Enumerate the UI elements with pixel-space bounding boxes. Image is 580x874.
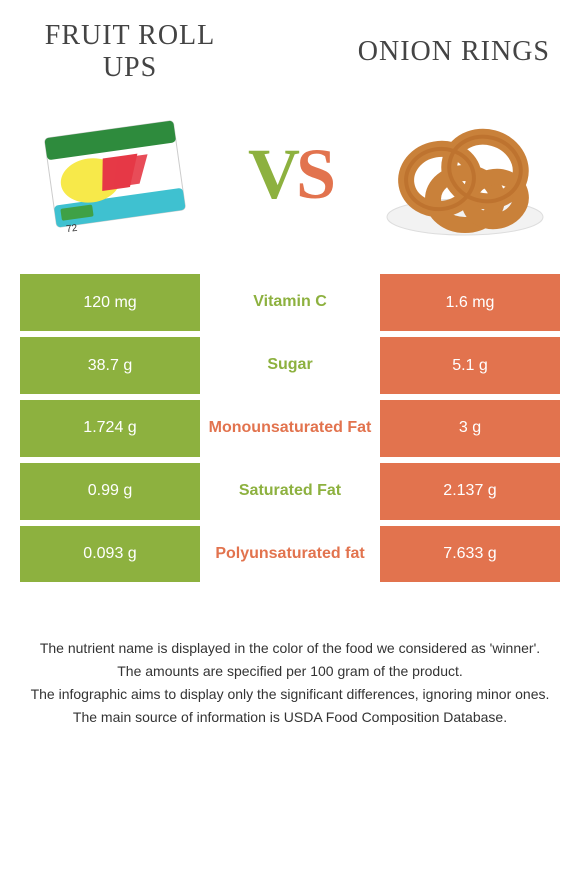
vs-s: S — [296, 134, 332, 214]
left-value: 1.724 g — [20, 400, 200, 457]
left-value: 38.7 g — [20, 337, 200, 394]
nutrient-row: 38.7 gSugar5.1 g — [20, 337, 560, 394]
right-value: 7.633 g — [380, 526, 560, 583]
header: fruit roll ups onion rings — [0, 0, 580, 94]
right-food-image — [380, 104, 550, 244]
footer-line: The infographic aims to display only the… — [25, 684, 555, 705]
svg-text:72: 72 — [66, 223, 79, 234]
vs-label: VS — [200, 133, 380, 216]
nutrient-row: 120 mgVitamin C1.6 mg — [20, 274, 560, 331]
nutrient-row: 1.724 gMonounsaturated Fat3 g — [20, 400, 560, 457]
nutrient-name: Saturated Fat — [200, 463, 380, 520]
right-value: 1.6 mg — [380, 274, 560, 331]
footer-line: The main source of information is USDA F… — [25, 707, 555, 728]
left-value: 120 mg — [20, 274, 200, 331]
right-value: 5.1 g — [380, 337, 560, 394]
right-value: 2.137 g — [380, 463, 560, 520]
nutrient-name: Vitamin C — [200, 274, 380, 331]
footer-line: The nutrient name is displayed in the co… — [25, 638, 555, 659]
nutrient-name: Polyunsaturated fat — [200, 526, 380, 583]
left-value: 0.093 g — [20, 526, 200, 583]
right-food-title: onion rings — [350, 36, 550, 68]
right-value: 3 g — [380, 400, 560, 457]
nutrient-table: 120 mgVitamin C1.6 mg 38.7 gSugar5.1 g 1.7… — [20, 274, 560, 582]
fruit-roll-ups-icon: 72 — [40, 114, 190, 234]
nutrient-name: Sugar — [200, 337, 380, 394]
footer-line: The amounts are specified per 100 gram o… — [25, 661, 555, 682]
vs-v: V — [248, 134, 296, 214]
nutrient-row: 0.093 gPolyunsaturated fat7.633 g — [20, 526, 560, 583]
left-food-image: 72 — [30, 104, 200, 244]
left-value: 0.99 g — [20, 463, 200, 520]
left-food-title: fruit roll ups — [30, 20, 230, 84]
nutrient-row: 0.99 gSaturated Fat2.137 g — [20, 463, 560, 520]
onion-rings-icon — [380, 109, 550, 239]
visual-row: 72 VS — [0, 94, 580, 274]
nutrient-name: Monounsaturated Fat — [200, 400, 380, 457]
footer-notes: The nutrient name is displayed in the co… — [0, 588, 580, 728]
